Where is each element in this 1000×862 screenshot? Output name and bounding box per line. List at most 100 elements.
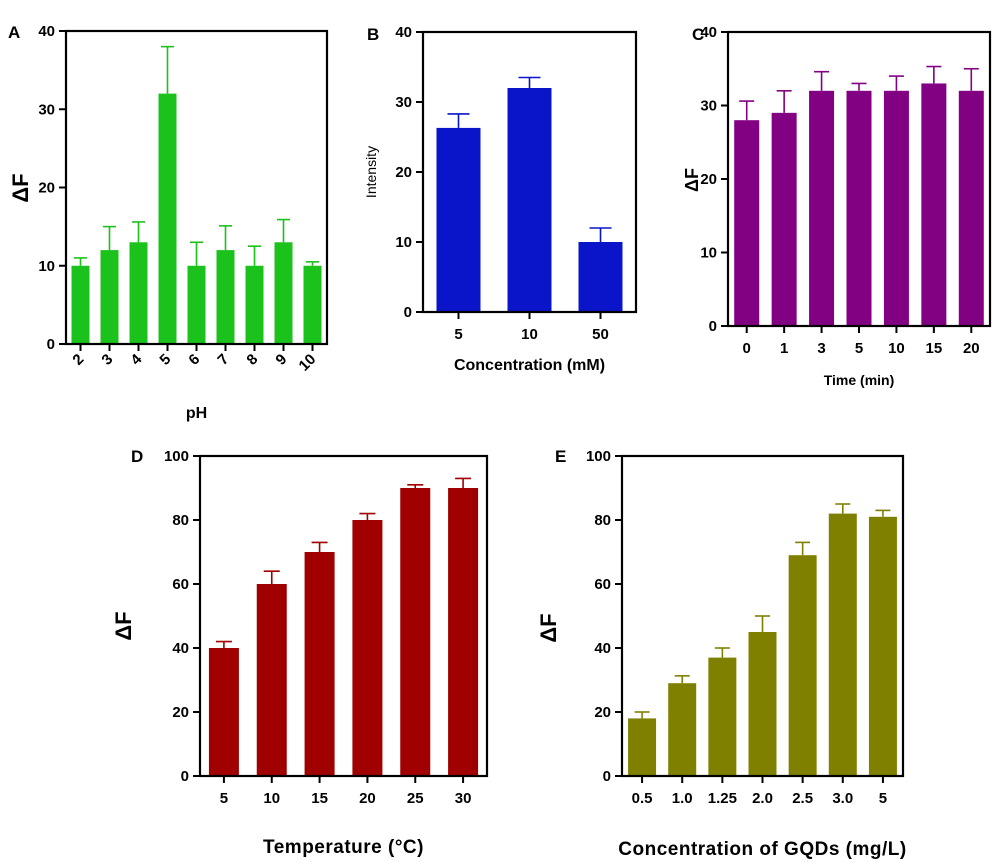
- y-tick-label: 80: [594, 512, 611, 529]
- y-tick-label: 60: [172, 576, 189, 593]
- y-axis-label: ΔF: [682, 168, 702, 192]
- x-tick-label: 30: [455, 790, 472, 807]
- y-axis-label: ΔF: [8, 173, 33, 202]
- x-tick-label: 2: [69, 351, 87, 369]
- bar: [708, 657, 737, 776]
- bar: [846, 90, 872, 326]
- y-tick-label: 20: [395, 164, 412, 181]
- panel-label: D: [131, 447, 143, 466]
- bar: [748, 632, 777, 776]
- bar: [958, 90, 984, 326]
- x-tick-label: 5: [879, 790, 887, 807]
- bar: [187, 265, 206, 344]
- panel-d: D 0 20 40 60 80 100 5 10 15 20 25 30 Temperature (°C)…: [111, 447, 489, 858]
- bar: [578, 242, 623, 312]
- panel-label: B: [367, 25, 379, 44]
- x-tick-label: 4: [127, 350, 145, 368]
- y-tick-label: 20: [594, 704, 611, 721]
- x-axis-label: Concentration (mM): [454, 357, 605, 374]
- bar: [129, 242, 148, 344]
- y-tick-label: 0: [603, 768, 611, 785]
- bar: [245, 265, 264, 344]
- y-axis-label: Intensity: [363, 146, 379, 198]
- x-tick-label: 3: [98, 351, 116, 369]
- x-tick-label: 5: [220, 790, 228, 807]
- bar: [400, 488, 431, 776]
- y-tick-label: 60: [594, 576, 611, 593]
- y-tick-label: 30: [700, 98, 717, 115]
- bar: [71, 265, 90, 344]
- y-tick-label: 0: [181, 768, 189, 785]
- bar: [809, 90, 835, 326]
- x-tick-label: 10: [296, 351, 320, 375]
- y-tick-label: 20: [700, 171, 717, 188]
- bar: [788, 555, 817, 776]
- bar: [100, 250, 119, 344]
- bar: [208, 648, 239, 776]
- bar: [352, 520, 383, 776]
- y-tick-label: 40: [38, 23, 55, 40]
- y-tick-label: 30: [395, 94, 412, 111]
- bar: [883, 90, 909, 326]
- x-tick-label: 6: [185, 351, 203, 369]
- y-axis-label: ΔF: [111, 611, 136, 640]
- panel-label: E: [555, 447, 566, 466]
- bar: [628, 718, 657, 776]
- x-tick-label: 25: [407, 790, 424, 807]
- bar: [868, 516, 897, 776]
- panel-a: A 0 10 20 30 40 2 3 4 5 6 7 8 9 10 pH ΔF: [8, 23, 329, 422]
- bar: [303, 265, 322, 344]
- bar: [256, 584, 287, 776]
- x-tick-label: 15: [926, 340, 943, 357]
- y-tick-label: 10: [395, 234, 412, 251]
- x-tick-label: 3.0: [832, 790, 853, 807]
- x-axis-label: Time (min): [824, 372, 895, 388]
- y-tick-label: 20: [172, 704, 189, 721]
- bar: [507, 88, 552, 312]
- x-tick-label: 50: [592, 326, 609, 343]
- y-tick-label: 100: [164, 448, 189, 465]
- bar: [304, 552, 335, 776]
- x-tick-label: 5: [454, 326, 462, 343]
- panel-label: A: [8, 23, 20, 42]
- y-tick-label: 20: [38, 180, 55, 197]
- panel-label: C: [692, 25, 704, 44]
- bar: [828, 513, 857, 776]
- y-tick-label: 40: [172, 640, 189, 657]
- x-tick-label: 10: [888, 340, 905, 357]
- x-tick-label: 1.25: [708, 790, 737, 807]
- y-tick-label: 0: [404, 304, 412, 321]
- x-tick-label: 20: [359, 790, 376, 807]
- x-axis-label: Temperature (°C): [263, 837, 424, 858]
- x-tick-label: 20: [963, 340, 980, 357]
- bar: [216, 250, 235, 344]
- y-tick-label: 10: [700, 245, 717, 262]
- panel-c: C 0 10 20 30 40 0 1 3 5 10 15 20 Time (min) ΔF: [682, 24, 992, 388]
- x-tick-label: 2.5: [792, 790, 813, 807]
- x-axis-label: pH: [186, 405, 207, 422]
- x-tick-label: 8: [243, 351, 261, 369]
- y-axis-label: ΔF: [536, 613, 561, 642]
- x-tick-label: 0.5: [632, 790, 653, 807]
- x-tick-label: 10: [521, 326, 538, 343]
- x-tick-label: 5: [156, 351, 174, 369]
- plot-frame: [198, 454, 489, 778]
- x-tick-label: 15: [311, 790, 328, 807]
- bar: [668, 683, 697, 776]
- bar: [274, 242, 293, 344]
- x-tick-label: 2.0: [752, 790, 773, 807]
- y-tick-label: 40: [700, 24, 717, 41]
- bar: [448, 488, 479, 776]
- bar: [436, 127, 481, 313]
- y-tick-label: 100: [586, 448, 611, 465]
- panel-b: B 0 10 20 30 40 5 10 50 Concentration (mM) Intensi…: [363, 24, 638, 374]
- y-tick-label: 30: [38, 101, 55, 118]
- x-tick-label: 1.0: [672, 790, 693, 807]
- y-tick-label: 80: [172, 512, 189, 529]
- x-tick-label: 3: [817, 340, 825, 357]
- y-tick-label: 40: [594, 640, 611, 657]
- x-tick-label: 7: [214, 351, 232, 369]
- x-tick-label: 1: [780, 340, 788, 357]
- bar: [734, 120, 760, 326]
